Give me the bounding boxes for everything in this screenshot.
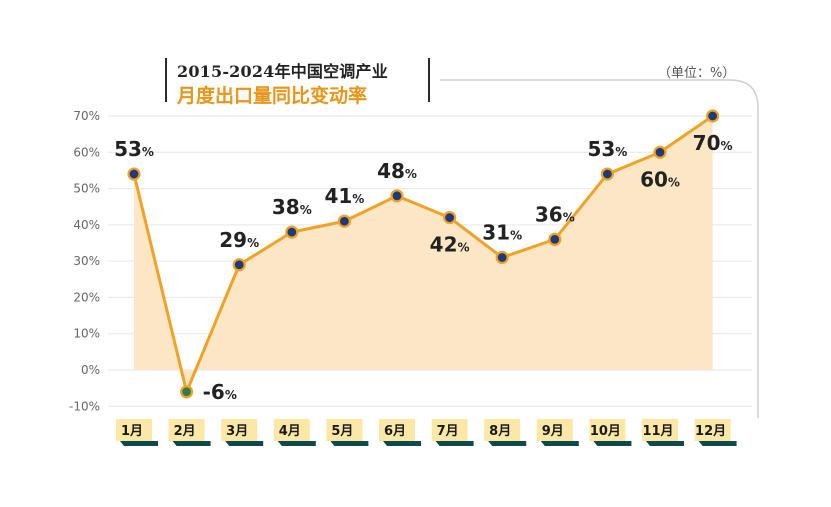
x-tick-label: 8月	[489, 424, 511, 439]
chart-title-block: 2015-2024年中国空调产业 月度出口量同比变动率	[165, 54, 430, 107]
x-category-shadow	[225, 441, 264, 446]
x-category-box: 9月	[536, 419, 579, 446]
data-point	[127, 167, 141, 181]
x-category-bg	[379, 419, 415, 441]
x-category-shadow	[435, 441, 474, 446]
data-label: 70%	[693, 131, 733, 155]
x-category-bg	[221, 419, 258, 441]
x-category-box: 7月	[431, 419, 474, 446]
x-category-bg	[116, 419, 152, 441]
x-category-shadow	[383, 441, 421, 446]
x-category-box: 10月	[589, 419, 632, 446]
x-category-bg	[694, 419, 731, 441]
x-category-box: 5月	[326, 419, 369, 446]
x-tick-label: 5月	[331, 424, 353, 439]
x-category-shadow	[330, 441, 369, 446]
x-category-box: 3月	[221, 419, 264, 446]
data-point	[443, 211, 457, 225]
x-category-box: 12月	[694, 419, 737, 446]
title-divider-right	[428, 58, 430, 102]
x-tick-label: 9月	[542, 424, 564, 439]
y-tick-label: 0%	[81, 363, 100, 377]
x-category-shadow	[593, 441, 632, 446]
y-tick-label: 40%	[73, 218, 100, 232]
data-label: 42%	[430, 233, 470, 257]
x-category-shadow	[646, 441, 684, 446]
y-tick-label: 20%	[73, 290, 100, 304]
x-category-shadow	[172, 441, 211, 446]
data-point	[548, 232, 562, 246]
x-tick-label: 10月	[590, 424, 621, 439]
y-tick-label: 30%	[73, 254, 100, 268]
series-line	[132, 114, 714, 394]
data-point	[390, 189, 404, 203]
x-category-box: 2月	[168, 419, 211, 446]
data-label: 41%	[324, 184, 364, 208]
x-category-bg	[273, 419, 310, 441]
x-category-box: 11月	[642, 419, 684, 446]
data-label: -6%	[203, 380, 237, 404]
x-category-bg	[536, 419, 573, 441]
x-tick-label: 6月	[384, 424, 406, 439]
title-divider-left	[165, 58, 167, 102]
x-category-box: 6月	[379, 419, 421, 446]
x-category-box: 1月	[116, 419, 158, 446]
data-point	[180, 385, 194, 399]
data-point	[705, 109, 720, 123]
data-label: 29%	[219, 228, 259, 252]
data-label: 36%	[535, 202, 575, 226]
x-category-box: 4月	[273, 419, 316, 446]
x-category-bg	[326, 419, 363, 441]
y-tick-label: 70%	[73, 109, 100, 123]
data-label: 53%	[114, 137, 154, 161]
data-point	[600, 167, 615, 181]
x-tick-label: 12月	[695, 424, 726, 439]
x-category-shadow	[488, 441, 527, 446]
y-tick-label: 50%	[73, 182, 100, 196]
y-tick-label: 60%	[73, 145, 100, 159]
data-label: 53%	[587, 137, 627, 161]
data-label: 60%	[640, 167, 680, 191]
x-category-shadow	[698, 441, 737, 446]
x-tick-label: 11月	[642, 424, 673, 439]
x-category-box: 8月	[484, 419, 527, 446]
y-tick-label: -10%	[69, 399, 100, 413]
x-category-bg	[431, 419, 468, 441]
x-category-shadow	[120, 441, 158, 446]
x-category-bg	[642, 419, 678, 441]
data-label: 31%	[482, 221, 522, 245]
x-tick-label: 3月	[226, 424, 248, 439]
x-tick-label: 4月	[279, 424, 301, 439]
data-point	[337, 214, 351, 228]
chart-frame	[440, 79, 759, 418]
data-point	[232, 258, 246, 272]
series-area	[134, 116, 713, 392]
x-tick-label: 2月	[174, 424, 196, 439]
chart-title-line2: 月度出口量同比变动率	[177, 85, 368, 107]
unit-label: （单位：%）	[658, 66, 736, 81]
x-category-bg	[589, 419, 626, 441]
data-point	[285, 225, 299, 239]
x-tick-label: 1月	[121, 424, 143, 439]
data-label: 38%	[272, 195, 312, 219]
chart-title-line1: 2015-2024年中国空调产业	[177, 62, 388, 81]
x-category-bg	[484, 419, 521, 441]
x-category-shadow	[540, 441, 579, 446]
x-category-shadow	[277, 441, 316, 446]
x-category-bg	[168, 419, 205, 441]
data-point	[495, 250, 509, 265]
data-label: 48%	[377, 159, 417, 183]
x-tick-label: 7月	[437, 424, 459, 439]
data-point	[653, 145, 667, 159]
y-tick-label: 10%	[73, 327, 100, 341]
